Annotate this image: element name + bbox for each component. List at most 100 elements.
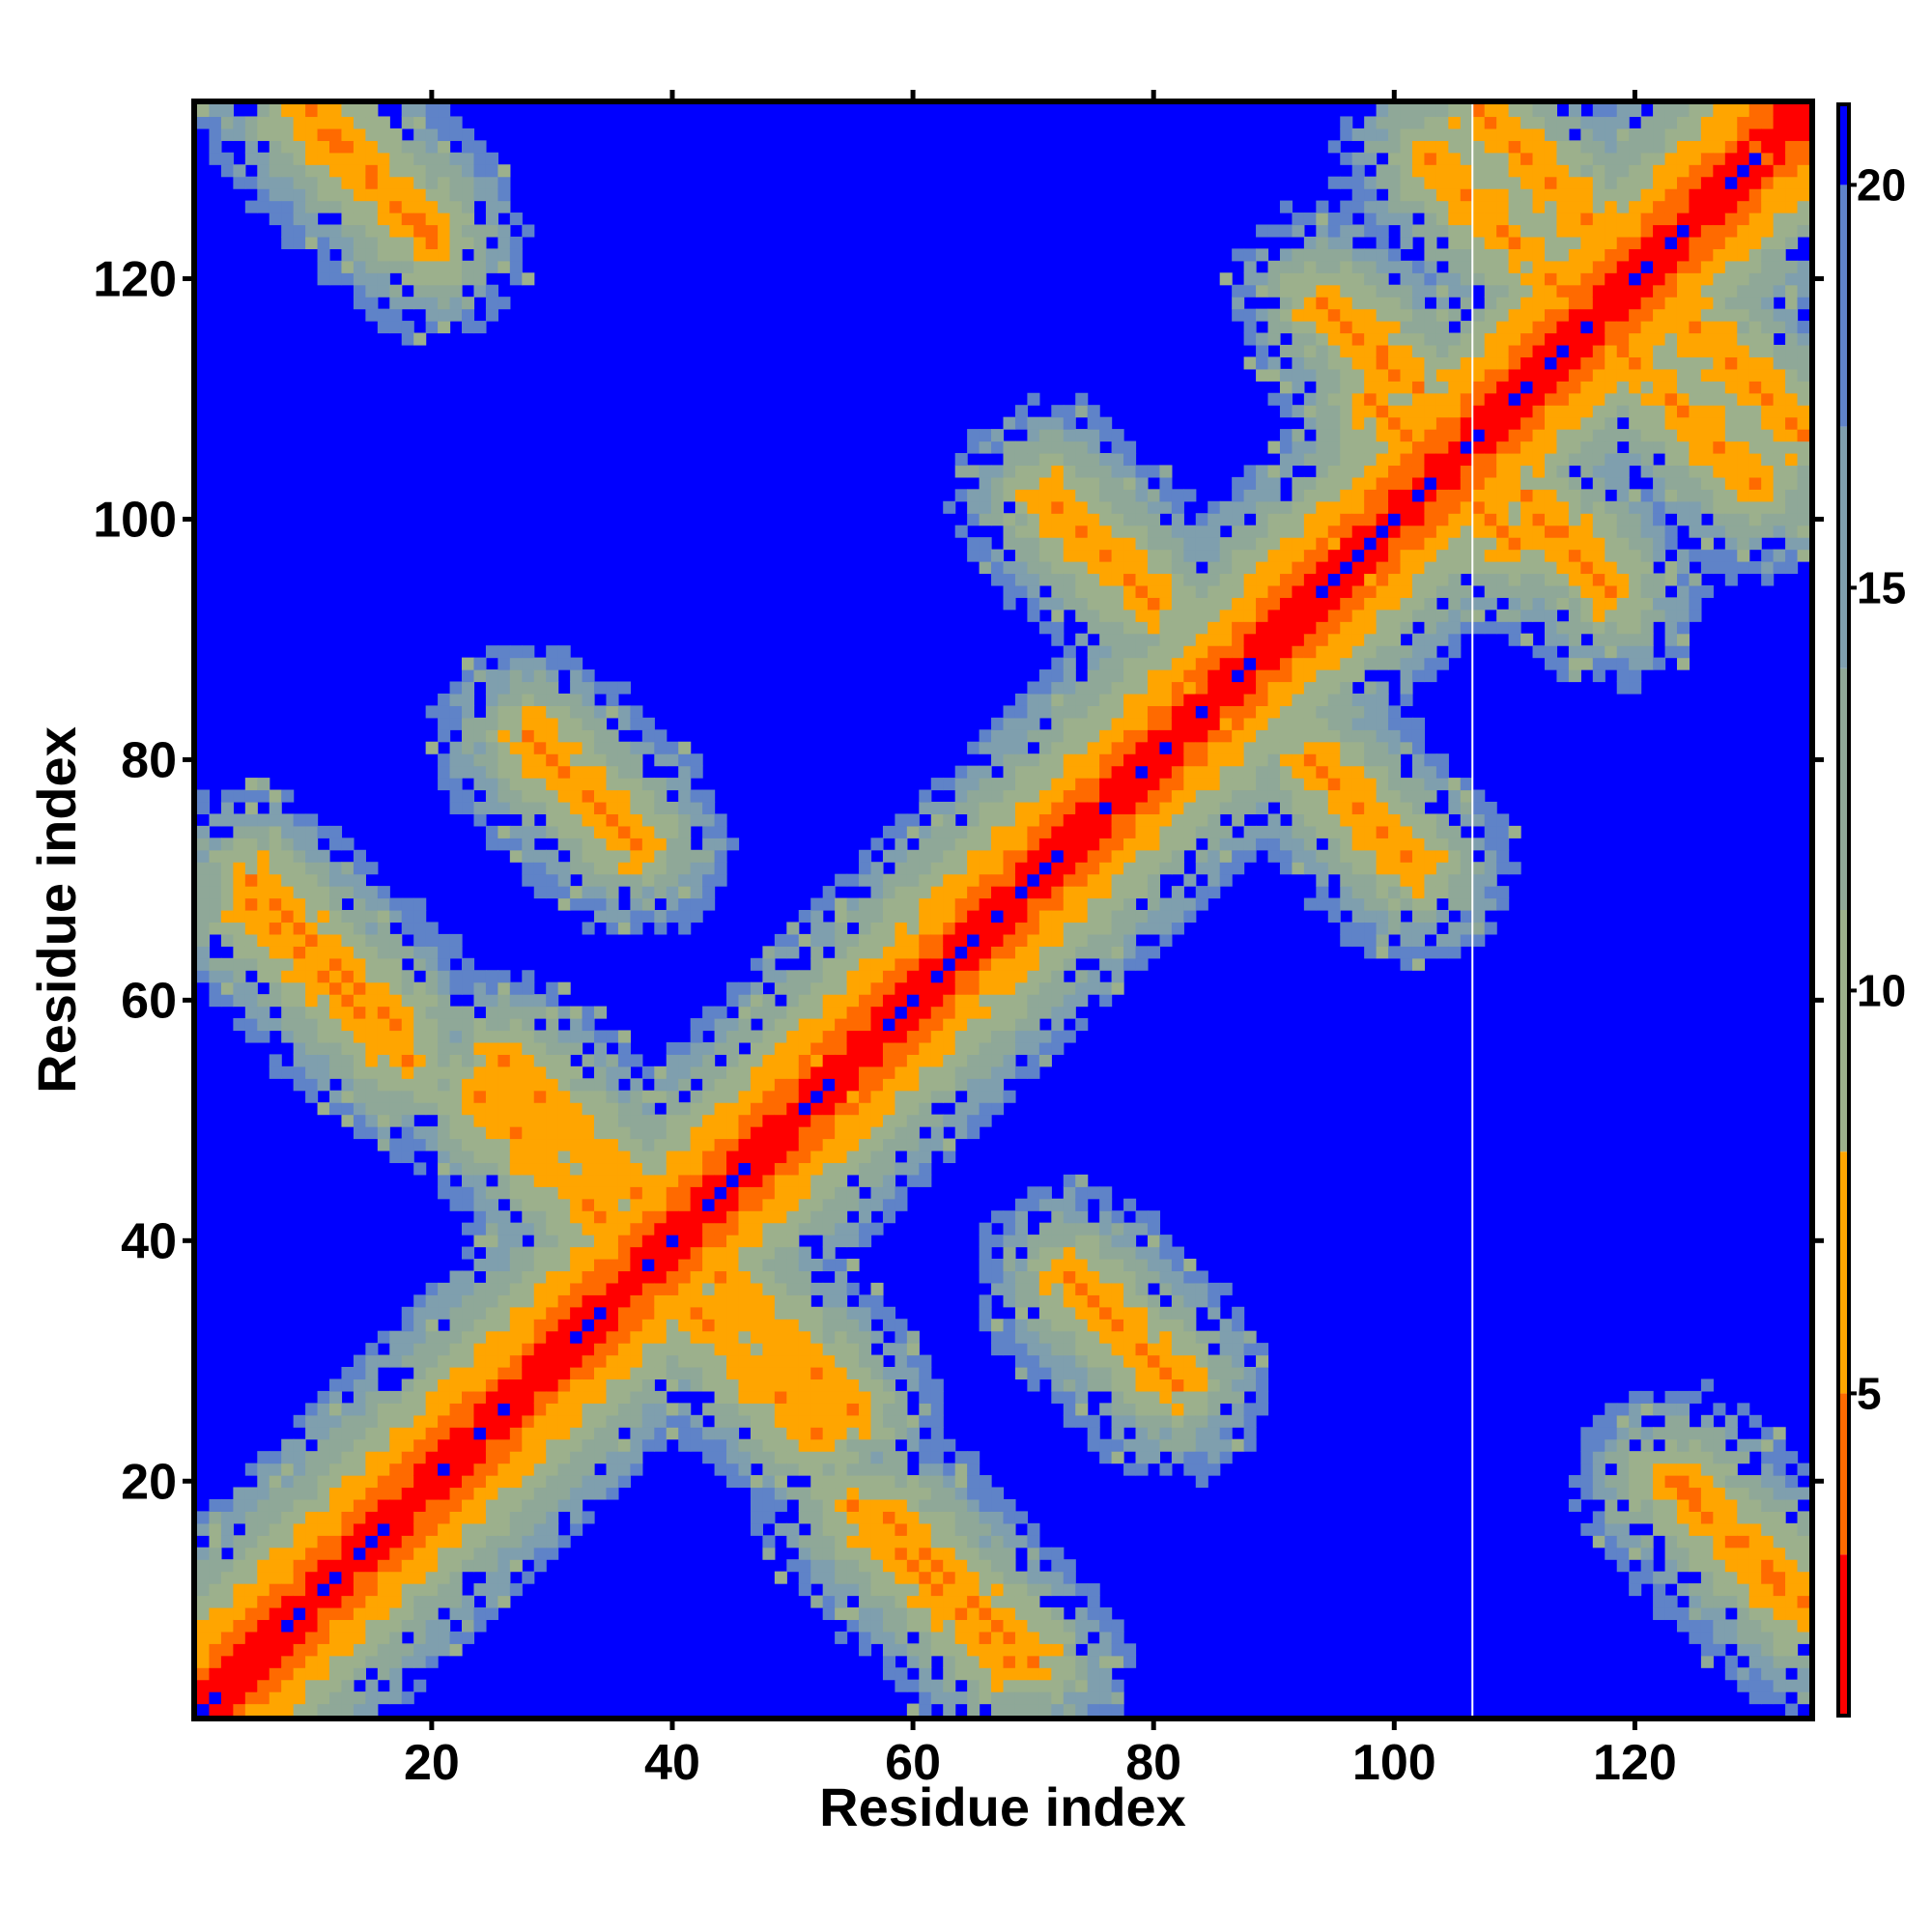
- heatmap-cell: [425, 1475, 439, 1489]
- heatmap-cell: [690, 1378, 703, 1392]
- heatmap-cell: [750, 1054, 763, 1067]
- heatmap-cell: [750, 1138, 763, 1151]
- heatmap-cell: [425, 1306, 439, 1320]
- heatmap-cell: [1051, 1631, 1065, 1644]
- heatmap-cell: [822, 1222, 836, 1236]
- heatmap-cell: [798, 910, 811, 923]
- heatmap-cell: [377, 1427, 390, 1440]
- heatmap-cell: [1051, 1041, 1065, 1055]
- heatmap-cell: [870, 862, 884, 875]
- heatmap-cell: [1014, 946, 1029, 959]
- heatmap-cell: [617, 1150, 631, 1164]
- heatmap-cell: [1063, 1282, 1076, 1295]
- heatmap-cell: [1051, 1330, 1065, 1344]
- heatmap-cell: [630, 1114, 643, 1127]
- heatmap-cell: [1063, 452, 1076, 467]
- heatmap-cell: [1038, 1235, 1052, 1248]
- heatmap-cell: [1027, 1583, 1040, 1597]
- heatmap-cell: [835, 1138, 848, 1151]
- heatmap-cell: [570, 1246, 583, 1260]
- heatmap-cell: [377, 1475, 390, 1489]
- heatmap-cell: [497, 1222, 511, 1236]
- heatmap-cell: [810, 1054, 824, 1067]
- heatmap-cell: [979, 476, 992, 490]
- heatmap-cell: [1038, 1258, 1052, 1272]
- heatmap-cell: [257, 1006, 270, 1019]
- heatmap-cell: [413, 933, 427, 947]
- heatmap-cell: [1051, 789, 1065, 803]
- heatmap-cell: [317, 1427, 330, 1440]
- heatmap-cell: [702, 1162, 716, 1176]
- heatmap-cell: [257, 813, 270, 827]
- heatmap-cell: [293, 1511, 306, 1524]
- heatmap-cell: [906, 1162, 920, 1176]
- heatmap-cell: [702, 1306, 716, 1320]
- heatmap-cell: [497, 789, 511, 803]
- heatmap-cell: [750, 1210, 763, 1224]
- heatmap-cell: [750, 1354, 763, 1368]
- heatmap-cell: [594, 1306, 608, 1320]
- heatmap-cell: [979, 1090, 992, 1103]
- heatmap-cell: [641, 1414, 655, 1428]
- heatmap-cell: [257, 946, 270, 959]
- heatmap-cell: [606, 897, 619, 911]
- heatmap-cell: [413, 1294, 427, 1308]
- heatmap-cell: [1171, 838, 1184, 851]
- heatmap-cell: [365, 1571, 379, 1584]
- heatmap-cell: [462, 1294, 475, 1308]
- heatmap-cell: [341, 994, 355, 1008]
- heatmap-cell: [1123, 825, 1137, 838]
- heatmap-cell: [377, 272, 390, 286]
- heatmap-cell: [473, 717, 487, 730]
- heatmap-cell: [473, 1102, 487, 1116]
- heatmap-cell: [630, 1282, 643, 1295]
- heatmap-cell: [1099, 476, 1113, 490]
- heatmap-cell: [846, 1498, 860, 1512]
- heatmap-cell: [630, 1378, 643, 1392]
- heatmap-cell: [654, 922, 668, 935]
- heatmap-cell: [822, 1210, 836, 1224]
- heatmap-cell: [353, 1691, 366, 1705]
- heatmap-cell: [570, 1078, 583, 1092]
- heatmap-cell: [750, 1235, 763, 1248]
- heatmap-cell: [594, 1090, 608, 1103]
- heatmap-cell: [353, 1126, 366, 1140]
- heatmap-cell: [859, 897, 872, 911]
- heatmap-cell: [485, 1547, 498, 1560]
- heatmap-cell: [690, 1150, 703, 1164]
- heatmap-cell: [1014, 1065, 1029, 1079]
- heatmap-cell: [870, 1571, 884, 1584]
- heatmap-cell: [1063, 1571, 1076, 1584]
- heatmap-cell: [1171, 717, 1184, 730]
- heatmap-cell: [582, 1102, 595, 1116]
- heatmap-cell: [786, 1559, 800, 1573]
- heatmap-cell: [979, 813, 992, 827]
- heatmap-cell: [377, 1126, 390, 1140]
- heatmap-cell: [786, 1354, 800, 1368]
- heatmap-cell: [497, 1041, 511, 1055]
- heatmap-cell: [281, 1487, 295, 1500]
- heatmap-cell: [1003, 1522, 1016, 1536]
- heatmap-cell: [257, 933, 270, 947]
- heatmap-cell: [1014, 1018, 1029, 1032]
- heatmap-cell: [630, 1138, 643, 1151]
- heatmap-cell: [281, 862, 295, 875]
- heatmap-cell: [967, 537, 980, 551]
- heatmap-cell: [220, 1511, 234, 1524]
- heatmap-cell: [438, 1522, 451, 1536]
- heatmap-cell: [690, 1319, 703, 1332]
- heatmap-cell: [967, 1065, 980, 1079]
- heatmap-cell: [1123, 1354, 1137, 1368]
- heatmap-cell: [906, 862, 920, 875]
- heatmap-cell: [244, 957, 258, 971]
- heatmap-cell: [786, 994, 800, 1008]
- heatmap-cell: [438, 1065, 451, 1079]
- heatmap-cell: [798, 1174, 811, 1187]
- heatmap-cell: [522, 765, 535, 779]
- heatmap-cell: [1135, 621, 1149, 635]
- heatmap-cell: [690, 753, 703, 767]
- heatmap-cell: [509, 213, 523, 226]
- heatmap-cell: [1014, 933, 1029, 947]
- heatmap-cell: [919, 1090, 932, 1103]
- heatmap-cell: [485, 1030, 498, 1043]
